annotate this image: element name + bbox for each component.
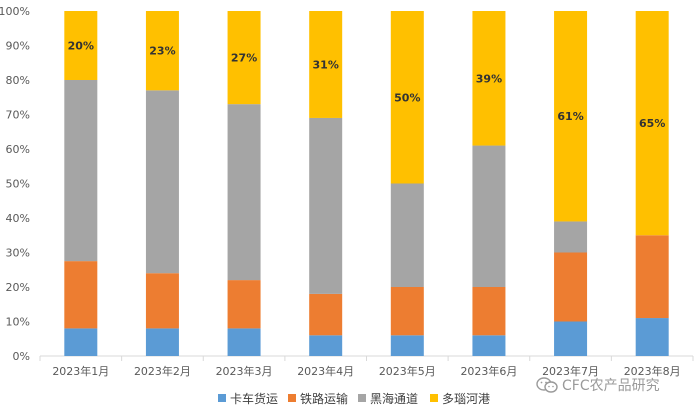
- x-tick-label: 2023年8月: [624, 364, 681, 378]
- x-axis: 2023年1月 2023年2月 2023年3月 2023年4月 2023年5月 2023年…: [39, 355, 694, 378]
- data-label: 65%: [639, 117, 665, 130]
- bar-segment: [227, 104, 261, 281]
- legend-label: 铁路运输: [300, 391, 348, 406]
- bar-segment: [554, 252, 588, 322]
- bar-segment: [472, 145, 506, 287]
- legend-swatch: [288, 394, 296, 402]
- bar-segment: [635, 318, 669, 356]
- legend-label: 多瑙河港: [442, 392, 490, 406]
- bar-segment: [227, 11, 261, 105]
- data-label: 31%: [313, 58, 339, 71]
- y-tick-label: 100%: [0, 5, 30, 18]
- wechat-icon: [536, 377, 558, 393]
- y-axis: 0% 10% 20% 30% 40% 50% 60% 70% 80% 90% 100%: [0, 5, 30, 363]
- y-tick-label: 60%: [6, 143, 30, 156]
- x-tick-label: 2023年5月: [379, 364, 436, 378]
- y-tick-label: 0%: [13, 350, 30, 363]
- x-tick-label: 2023年1月: [52, 364, 109, 378]
- x-tick-label: 2023年3月: [216, 364, 273, 378]
- data-label: 23%: [149, 45, 175, 58]
- y-tick-label: 30%: [6, 247, 30, 260]
- bar-segment: [64, 80, 98, 262]
- bar-segment: [64, 328, 98, 356]
- data-labels: 20% 23% 27% 31% 50% 39% 61% 65%: [68, 40, 666, 131]
- bar-segment: [635, 11, 669, 236]
- data-label: 27%: [231, 52, 257, 65]
- bar-segment: [554, 221, 588, 253]
- bar-segment: [472, 335, 506, 356]
- legend-swatch: [430, 394, 438, 402]
- bar-segment: [227, 280, 261, 329]
- bar-segment: [472, 287, 506, 336]
- bar-segment: [145, 328, 179, 356]
- watermark-text: CFC农产品研究: [562, 378, 660, 394]
- watermark: CFC农产品研究: [536, 374, 660, 396]
- legend-swatch: [358, 394, 366, 402]
- bar-segment: [390, 287, 424, 336]
- x-tick-label: 2023年4月: [297, 364, 354, 378]
- y-tick-label: 90%: [6, 40, 30, 53]
- bar-segment: [472, 11, 506, 146]
- y-tick-label: 10%: [6, 316, 30, 329]
- bar-segment: [635, 235, 669, 319]
- data-label: 39%: [476, 72, 502, 85]
- data-label: 61%: [557, 110, 583, 123]
- y-tick-label: 50%: [6, 178, 30, 191]
- bar-segment: [390, 11, 424, 184]
- bar-segment: [145, 90, 179, 274]
- bar-segment: [554, 11, 588, 222]
- bar-segment: [227, 328, 261, 356]
- legend-label: 黑海通道: [370, 391, 418, 406]
- bar-segment: [309, 293, 343, 336]
- x-tick-label: 2023年7月: [542, 364, 599, 378]
- legend: 卡车货运 铁路运输 黑海通道 多瑙河港: [218, 391, 490, 406]
- bar-segment: [554, 321, 588, 356]
- bar-segment: [309, 11, 343, 118]
- data-label: 20%: [68, 40, 94, 53]
- legend-swatch: [218, 394, 226, 402]
- bar-segment: [145, 273, 179, 329]
- y-tick-label: 40%: [6, 212, 30, 225]
- x-tick-label: 2023年2月: [134, 364, 191, 378]
- bar-segment: [309, 117, 343, 294]
- y-tick-label: 20%: [6, 281, 30, 294]
- y-tick-label: 70%: [6, 109, 30, 122]
- bar-segment: [390, 183, 424, 287]
- bar-segment: [145, 11, 179, 91]
- bars: [64, 11, 669, 356]
- bar-segment: [309, 335, 343, 356]
- bar-segment: [64, 261, 98, 329]
- bar-segment: [64, 11, 98, 80]
- y-tick-label: 80%: [6, 74, 30, 87]
- data-label: 50%: [394, 91, 420, 104]
- x-tick-label: 2023年6月: [460, 364, 517, 378]
- bar-segment: [390, 335, 424, 356]
- legend-label: 卡车货运: [230, 391, 278, 406]
